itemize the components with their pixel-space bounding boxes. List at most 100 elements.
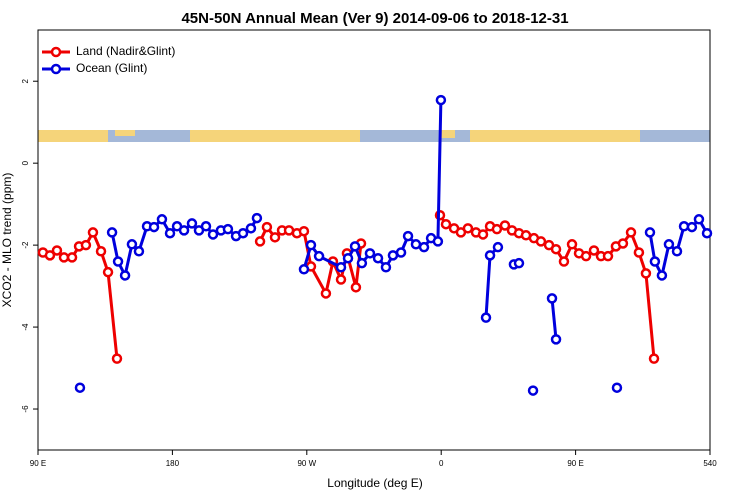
point bbox=[74, 382, 86, 393]
x-tick-label: 90 W bbox=[297, 459, 316, 468]
point bbox=[126, 239, 138, 250]
point bbox=[133, 246, 145, 257]
point bbox=[656, 270, 668, 281]
point bbox=[617, 238, 629, 249]
point bbox=[111, 353, 123, 364]
point bbox=[87, 227, 99, 238]
point bbox=[480, 312, 492, 323]
point bbox=[663, 239, 675, 250]
point bbox=[298, 264, 310, 275]
x-tick-label: 0 bbox=[439, 459, 444, 468]
world-map-strip bbox=[38, 130, 710, 142]
point bbox=[148, 221, 160, 233]
point bbox=[588, 245, 600, 256]
point bbox=[418, 241, 430, 253]
point bbox=[245, 223, 257, 234]
x-tick-label: 90 E bbox=[567, 459, 583, 468]
point bbox=[298, 225, 310, 237]
plot-border bbox=[37, 29, 711, 451]
x-tick-label: 180 bbox=[166, 459, 180, 468]
point bbox=[640, 268, 652, 279]
legend-label: Land (Nadir&Glint) bbox=[76, 44, 175, 58]
point bbox=[491, 223, 503, 235]
y-tick-label: 2 bbox=[21, 78, 30, 83]
chart-title: 45N-50N Annual Mean (Ver 9) 2014-09-06 t… bbox=[181, 10, 568, 27]
point bbox=[671, 246, 683, 257]
point bbox=[602, 250, 614, 262]
point bbox=[251, 212, 263, 224]
point bbox=[80, 239, 92, 251]
series-line bbox=[550, 298, 558, 340]
point bbox=[237, 227, 249, 239]
point bbox=[66, 252, 78, 263]
point bbox=[686, 221, 698, 233]
point bbox=[611, 382, 623, 393]
point bbox=[492, 241, 504, 253]
point bbox=[119, 270, 131, 281]
point bbox=[222, 223, 234, 235]
point bbox=[44, 250, 56, 261]
point bbox=[402, 230, 414, 242]
x-tick-label: 90 E bbox=[30, 459, 46, 468]
point bbox=[335, 261, 347, 273]
point bbox=[462, 223, 474, 234]
point bbox=[350, 282, 362, 293]
point bbox=[644, 227, 656, 238]
point bbox=[164, 227, 176, 239]
point bbox=[112, 256, 124, 267]
y-axis-label: XCO2 - MLO trend (ppm) bbox=[0, 173, 14, 308]
point bbox=[387, 250, 399, 261]
point bbox=[535, 236, 547, 247]
point bbox=[558, 256, 570, 267]
point bbox=[435, 94, 447, 106]
point bbox=[102, 266, 114, 278]
y-tick-label: -2 bbox=[21, 241, 30, 249]
point bbox=[200, 221, 212, 232]
point bbox=[701, 227, 713, 239]
point bbox=[580, 250, 592, 262]
point bbox=[633, 247, 645, 258]
point bbox=[364, 248, 376, 259]
point bbox=[269, 232, 281, 243]
point bbox=[335, 274, 347, 285]
point bbox=[58, 252, 70, 263]
point bbox=[410, 239, 422, 250]
point bbox=[356, 257, 368, 269]
point bbox=[51, 245, 63, 256]
y-tick-label: -4 bbox=[21, 323, 30, 331]
point bbox=[499, 220, 511, 231]
point bbox=[95, 246, 107, 257]
y-tick-label: -6 bbox=[21, 405, 30, 413]
point bbox=[156, 214, 168, 225]
point bbox=[342, 252, 354, 264]
point bbox=[513, 257, 525, 269]
point bbox=[546, 293, 558, 304]
point bbox=[625, 227, 637, 238]
x-axis-label: Longitude (deg E) bbox=[327, 476, 422, 490]
point bbox=[484, 250, 496, 261]
point bbox=[693, 214, 705, 225]
point bbox=[207, 229, 219, 240]
point bbox=[380, 261, 392, 273]
point bbox=[550, 243, 562, 255]
x-tick-label: 540 bbox=[703, 459, 717, 468]
point bbox=[261, 221, 273, 233]
point bbox=[186, 218, 198, 229]
point bbox=[320, 288, 332, 299]
point bbox=[178, 225, 190, 236]
point bbox=[648, 353, 660, 364]
point bbox=[395, 247, 407, 258]
point bbox=[550, 334, 562, 345]
legend-label: Ocean (Glint) bbox=[76, 61, 147, 75]
point bbox=[477, 229, 489, 240]
point bbox=[566, 239, 578, 250]
legend-swatch-point bbox=[50, 46, 62, 58]
point bbox=[372, 252, 384, 264]
point bbox=[432, 236, 444, 247]
y-tick-label: 0 bbox=[21, 160, 30, 165]
point bbox=[106, 227, 118, 238]
legend-swatch-point bbox=[50, 63, 62, 75]
point bbox=[313, 250, 325, 262]
point bbox=[527, 385, 539, 396]
